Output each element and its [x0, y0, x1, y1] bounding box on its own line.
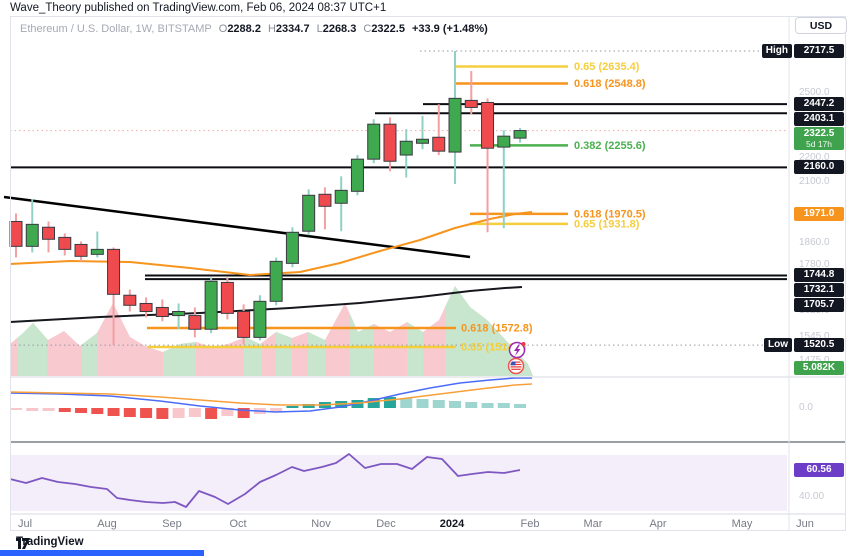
macd-histogram-bar — [465, 402, 478, 408]
price-tag-label: Low — [764, 338, 792, 353]
macd-histogram-bar — [123, 408, 136, 417]
macd-histogram-bar — [91, 408, 104, 414]
macd-histogram-bar — [270, 408, 283, 412]
price-tag-1705.7: 1705.7 — [794, 298, 844, 313]
macd-histogram-bar — [286, 406, 299, 408]
price-tag-value: 60.56 — [794, 463, 844, 477]
rsi-line — [9, 453, 521, 508]
fib-level-label: 0.65 (2635.4) — [574, 61, 640, 73]
price-tag-1732.1: 1732.1 — [794, 283, 844, 298]
price-axis-tick: 1545.0 — [799, 331, 830, 343]
fib-level-label: 0.382 (2255.6) — [574, 140, 646, 152]
ohlc-item-H: H2334.7 — [267, 23, 310, 35]
macd-histogram-bar — [237, 408, 250, 418]
macd-histogram-bar — [449, 401, 462, 408]
macd-histogram-bar — [221, 408, 234, 416]
macd-histogram-bar — [205, 408, 218, 419]
price-tag-value: 1732.1 — [794, 283, 844, 298]
price-tag-2160.0: 2160.0 — [794, 160, 844, 175]
symbol-title[interactable]: Ethereum / U.S. Dollar, 1W, BITSTAMP — [20, 23, 212, 35]
macd-histogram-bar — [514, 404, 527, 408]
macd-histogram-bar — [26, 408, 39, 411]
price-tag-value: 2717.5 — [794, 44, 844, 58]
footer-brand-label: TradingView — [16, 536, 84, 548]
lightning-idea-marker[interactable] — [508, 341, 526, 359]
price-tag-2403.1: 2403.1 — [794, 112, 844, 127]
footer-brand[interactable]: TradingView — [16, 536, 84, 549]
price-tag-value: 2322.5 5d 17h — [794, 127, 844, 151]
ohlc-values: O2288.2 H2334.7 L2268.3 C2322.5 — [219, 23, 405, 35]
ohlc-item-L: L2268.3 — [316, 23, 357, 35]
price-axis-tick: 0.0 — [799, 402, 813, 413]
fib-level-label: 0.618 (1572.8) — [461, 323, 533, 335]
macd-histogram-bar — [75, 408, 88, 413]
price-tag-value: 1520.5 — [794, 338, 844, 353]
macd-histogram-bar — [58, 408, 71, 412]
price-tag-value: 2403.1 — [794, 112, 844, 127]
price-tag-2717.5: High 2717.5 — [761, 44, 844, 58]
price-change: +33.9 (+1.48%) — [411, 23, 488, 35]
price-tag-1520.5: Low 1520.5 — [764, 338, 844, 353]
price-axis-tick: 40.00 — [799, 491, 825, 502]
macd-histogram-bar — [383, 397, 396, 408]
price-tag-2447.2: 2447.2 — [794, 97, 844, 112]
price-tag-60.56: 60.56 — [794, 463, 844, 477]
price-tag-value: 2160.0 — [794, 160, 844, 175]
price-axis-tick: 1860.0 — [799, 237, 830, 249]
price-tag-label: High — [761, 44, 792, 58]
attribution-text: Wave_Theory published on TradingView.com… — [10, 2, 387, 14]
rsi-pane — [9, 453, 787, 511]
price-tag-2322.5: 2322.5 5d 17h — [794, 127, 844, 151]
price-tag-value: 5.082K — [794, 361, 844, 375]
macd-histogram-bar — [432, 400, 445, 408]
currency-toggle-button[interactable]: USD — [795, 17, 847, 34]
macd-histogram-bar — [416, 399, 429, 408]
macd-histogram-bar — [107, 408, 120, 416]
ma-orange-line — [9, 211, 533, 276]
price-axis-tick: 2200.0 — [799, 152, 830, 164]
symbol-ohlc-row: Ethereum / U.S. Dollar, 1W, BITSTAMP O22… — [20, 23, 488, 35]
price-tag-value: 2447.2 — [794, 97, 844, 112]
chart-frame — [10, 16, 846, 531]
rsi-band — [10, 455, 787, 511]
macd-signal-line — [9, 383, 533, 406]
fib-level-label: 0.65 (1931.8) — [574, 218, 640, 230]
macd-histogram-bar — [302, 404, 315, 408]
price-axis-tick: 1475.0 — [790, 355, 848, 367]
candlestick-series — [9, 51, 527, 346]
price-axis-tick: 1780.0 — [799, 259, 830, 271]
macd-histogram-bar — [42, 408, 55, 411]
fib-level-label: 0.618 (2548.8) — [574, 78, 646, 90]
price-tag-1744.8: 1744.8 — [794, 268, 844, 283]
price-tag-value: 1971.0 — [794, 206, 844, 221]
macd-pane — [9, 377, 533, 419]
macd-line — [9, 377, 532, 413]
price-axis-tick: 2500.0 — [799, 87, 830, 99]
price-tag-5.082K: 5.082K — [794, 361, 844, 375]
ohlc-item-O: O2288.2 — [218, 23, 261, 35]
macd-histogram-bar — [400, 398, 413, 408]
macd-histogram-bar — [172, 408, 185, 418]
macd-histogram-bar — [497, 403, 510, 408]
flag-idea-marker[interactable] — [507, 357, 525, 375]
price-tag-value: 1705.7 — [794, 298, 844, 313]
bottom-blue-strip — [0, 550, 204, 556]
macd-histogram-bar — [156, 408, 169, 419]
price-tag-value: 1744.8 — [794, 268, 844, 283]
price-tag-1971.0: 1971.0 — [794, 206, 844, 221]
macd-histogram-bar — [367, 398, 380, 408]
price-axis-tick: 2100.0 — [799, 175, 830, 187]
macd-histogram-bar — [188, 408, 201, 417]
price-axis[interactable]: 2500.02200.02100.01860.01780.01625.01545… — [761, 0, 848, 556]
macd-histogram-bar — [10, 408, 22, 410]
tradingview-logo-icon — [16, 538, 30, 549]
ma-black-line — [9, 286, 523, 323]
fib-level-label: 0.618 (1970.5) — [574, 208, 646, 220]
ohlc-item-C: C2322.5 — [363, 23, 405, 35]
macd-histogram-bar — [481, 403, 494, 408]
macd-histogram-bar — [140, 408, 153, 418]
trendline[interactable] — [3, 195, 471, 259]
